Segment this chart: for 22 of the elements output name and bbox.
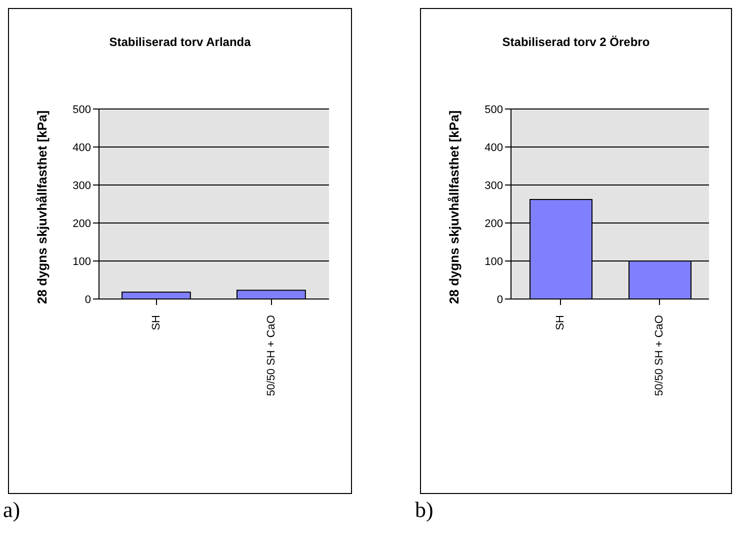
y-tick-label: 100 [72,256,91,268]
chart-title: Stabiliserad torv Arlanda [108,35,252,49]
y-tick-label: 300 [72,180,91,192]
chart-title: Stabiliserad torv 2 Örebro [501,35,651,49]
x-tick-label: 50/50 SH + CaO [266,314,278,396]
text: a) [3,497,20,523]
y-tick-label: 200 [484,218,503,230]
x-tick-label: 50/50 SH + CaO [654,314,666,396]
y-tick-label: 500 [484,104,503,116]
text: b) [415,497,434,523]
y-axis-title: 28 dygns skjuvhållfasthet [kPa] [446,110,462,304]
x-tick-label: SH [554,314,566,330]
y-tick-label: 0 [84,294,91,306]
x-tick-label: SH [150,314,162,330]
y-tick-label: 500 [72,104,91,116]
y-tick-label: 400 [484,142,503,154]
y-tick-label: 0 [496,294,503,306]
y-tick-label: 200 [72,218,91,230]
y-tick-label: 400 [72,142,91,154]
y-axis-title: 28 dygns skjuvhållfasthet [kPa] [34,110,50,304]
y-tick-label: 300 [484,180,503,192]
y-tick-label: 100 [484,256,503,268]
